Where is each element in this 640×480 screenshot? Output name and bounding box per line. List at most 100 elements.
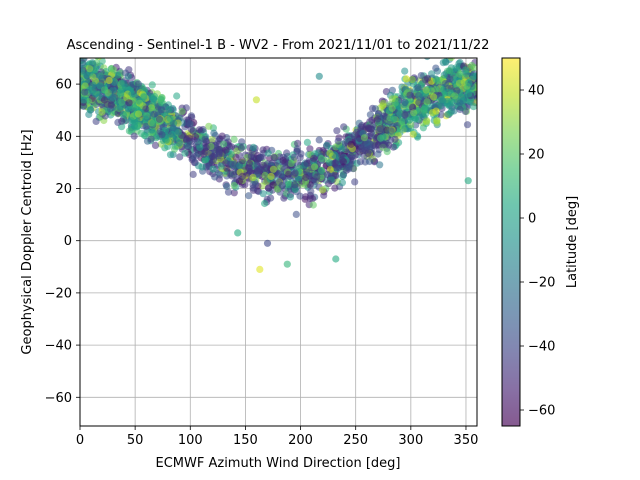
data-point	[264, 184, 272, 192]
data-point	[401, 67, 409, 75]
data-point	[89, 81, 97, 89]
data-point	[98, 74, 106, 82]
data-point	[227, 160, 235, 168]
data-point	[293, 145, 301, 153]
data-point	[414, 84, 422, 92]
data-point	[209, 165, 217, 173]
data-point	[165, 105, 173, 114]
data-point	[166, 151, 175, 159]
data-point	[358, 122, 366, 130]
data-point	[285, 170, 293, 178]
data-point	[437, 111, 445, 119]
outlier-point	[252, 96, 260, 104]
colorbar-tick-label: −60	[528, 404, 555, 419]
data-point	[125, 99, 133, 107]
outlier-point	[234, 229, 242, 237]
data-point	[275, 178, 283, 186]
data-point	[80, 96, 88, 104]
data-point	[202, 143, 210, 151]
data-point	[446, 75, 454, 83]
chart-title: Ascending - Sentinel-1 B - WV2 - From 20…	[67, 38, 490, 53]
data-point	[365, 140, 373, 148]
data-point	[128, 90, 136, 98]
data-point	[249, 184, 257, 192]
outlier-point	[464, 177, 472, 185]
data-point	[237, 144, 245, 152]
data-point	[408, 76, 416, 84]
data-point	[302, 173, 310, 182]
data-point	[117, 89, 125, 97]
data-point	[230, 135, 238, 143]
data-point	[254, 167, 262, 175]
data-point	[415, 98, 423, 107]
data-point	[238, 138, 246, 146]
data-point	[366, 111, 374, 119]
y-tick-label: −60	[45, 391, 72, 406]
data-point	[223, 182, 231, 190]
data-point	[198, 163, 206, 171]
data-point	[401, 125, 409, 133]
data-point	[230, 181, 238, 190]
data-point	[157, 106, 166, 114]
data-point	[200, 150, 208, 158]
x-axis-ticks: 0 50 100 150 200 250 300 350	[76, 426, 478, 448]
data-point	[331, 159, 339, 167]
data-point	[201, 136, 209, 144]
data-point	[292, 210, 300, 218]
data-point	[155, 115, 164, 123]
data-point	[208, 136, 216, 144]
data-point	[246, 164, 254, 172]
data-point	[249, 143, 257, 151]
data-point	[94, 58, 100, 60]
data-point	[166, 114, 174, 122]
data-point	[173, 92, 181, 100]
data-point	[205, 122, 213, 130]
data-point	[105, 76, 113, 85]
data-point	[85, 110, 93, 119]
data-point	[313, 173, 321, 181]
data-point	[187, 125, 195, 133]
data-point	[406, 91, 414, 99]
data-point	[410, 109, 418, 117]
data-point	[306, 145, 314, 153]
data-point	[318, 186, 327, 194]
data-point	[337, 151, 345, 159]
data-point	[257, 154, 265, 162]
data-point	[98, 108, 106, 116]
data-point	[149, 119, 157, 127]
data-point	[110, 66, 118, 74]
colorbar	[501, 57, 521, 427]
data-point	[365, 157, 374, 166]
data-point	[127, 117, 135, 125]
data-point	[307, 187, 315, 195]
data-point	[405, 116, 413, 124]
data-point	[472, 72, 477, 80]
data-point	[415, 91, 423, 100]
data-point	[391, 135, 399, 143]
colorbar-tick-label: 40	[528, 84, 545, 99]
outlier-point	[402, 75, 410, 83]
data-point	[310, 154, 318, 162]
data-point	[388, 95, 396, 103]
x-tick-label: 50	[127, 433, 144, 448]
data-point	[226, 170, 234, 178]
data-point	[294, 139, 302, 147]
data-point	[286, 193, 294, 201]
data-point	[91, 90, 99, 98]
data-point	[422, 110, 430, 118]
data-point	[158, 131, 166, 139]
data-point	[80, 68, 86, 76]
data-point	[121, 83, 130, 91]
data-point	[178, 107, 186, 116]
data-point	[290, 153, 298, 161]
colorbar-tick-label: 0	[528, 212, 536, 227]
data-point	[388, 104, 396, 112]
data-point	[259, 146, 267, 154]
data-point	[189, 170, 197, 178]
y-tick-label: 60	[55, 78, 72, 93]
data-point	[249, 173, 257, 182]
data-point	[455, 79, 464, 87]
x-tick-label: 150	[233, 433, 258, 448]
data-point	[360, 134, 368, 142]
data-point	[367, 129, 376, 137]
